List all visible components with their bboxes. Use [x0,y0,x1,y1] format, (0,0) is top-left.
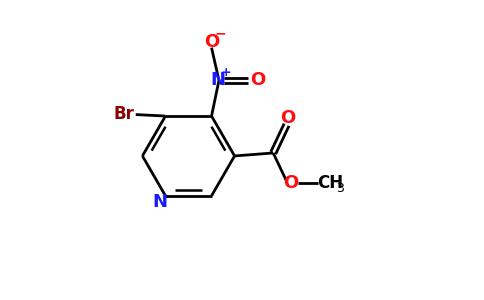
Text: N: N [211,71,226,89]
Text: −: − [214,26,226,40]
Text: +: + [220,66,231,80]
Text: O: O [204,33,219,51]
Text: O: O [250,71,265,89]
Text: N: N [152,194,167,211]
Text: 3: 3 [336,182,344,195]
Text: Br: Br [113,105,134,123]
Text: O: O [283,174,298,192]
Text: O: O [280,109,295,127]
Text: CH: CH [317,174,343,192]
